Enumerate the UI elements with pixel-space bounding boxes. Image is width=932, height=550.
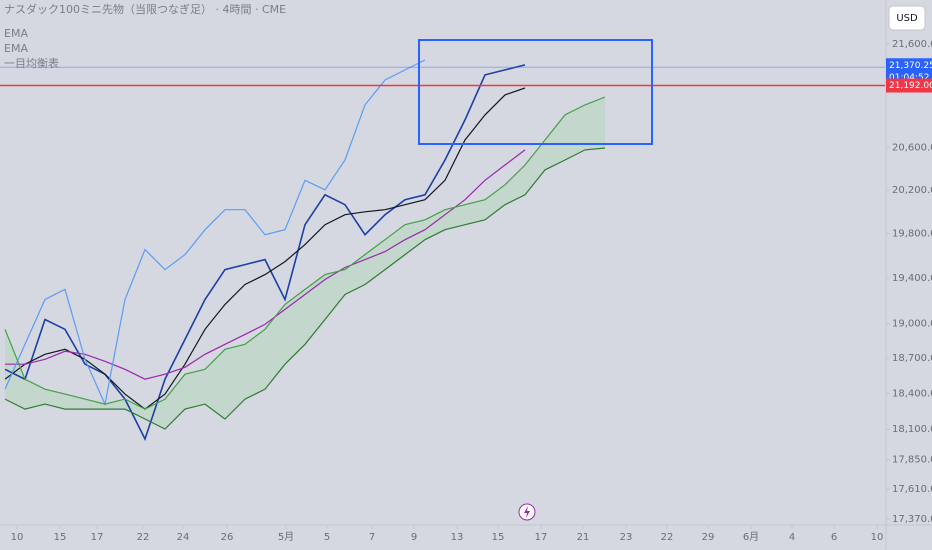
series-line	[4, 87, 526, 410]
x-tick-label: 21	[577, 532, 590, 543]
x-tick-label: 7	[369, 532, 375, 543]
x-tick-label: 13	[451, 532, 464, 543]
x-tick-label: 24	[177, 532, 190, 543]
x-tick-label: 17	[535, 532, 548, 543]
y-tick-label: 17,370.00	[892, 514, 932, 525]
legend-entry: EMA	[4, 42, 28, 55]
y-tick-label: 20,600.00	[892, 142, 932, 153]
x-tick-label: 15	[54, 532, 67, 543]
chart-title: ナスダック100ミニ先物（当限つなぎ足） · 4時間 · CME	[4, 2, 286, 16]
x-tick-label: 6月	[743, 531, 759, 543]
x-tick-label: 10	[11, 532, 24, 543]
cloud-fill	[5, 96, 605, 430]
x-tick-label: 9	[411, 532, 417, 543]
y-tick-label: 19,000.00	[892, 318, 932, 329]
y-tick-label: 19,400.00	[892, 273, 932, 284]
x-tick-label: 6	[831, 532, 837, 543]
x-tick-label: 26	[221, 532, 234, 543]
y-tick-label: 19,800.00	[892, 229, 932, 240]
currency-button[interactable]	[888, 5, 926, 31]
last-price-label: 21,370.25	[889, 61, 932, 71]
x-tick-label: 17	[91, 532, 104, 543]
alert-price-label: 21,192.00	[889, 81, 932, 91]
x-tick-label: 10	[871, 532, 884, 543]
x-tick-label: 22	[661, 532, 674, 543]
plot-area	[0, 59, 885, 442]
legend-entry: EMA	[4, 27, 28, 40]
series-line	[5, 149, 526, 380]
series-line	[4, 59, 426, 407]
y-tick-label: 17,850.00	[892, 455, 932, 466]
series-line	[4, 147, 606, 430]
countdown-label: 01:04:52	[889, 73, 929, 83]
y-tick-label: 18,100.00	[892, 424, 932, 435]
legend-entry: 一目均衡表	[4, 56, 59, 70]
series-line	[4, 96, 606, 410]
x-tick-label: 22	[137, 532, 150, 543]
y-tick-label: 18,400.00	[892, 388, 932, 399]
event-icon-bolt[interactable]	[524, 506, 530, 518]
x-tick-label: 29	[702, 532, 715, 543]
x-tick-label: 5	[324, 532, 330, 543]
x-tick-label: 5月	[278, 531, 294, 543]
y-tick-label: 18,700.00	[892, 353, 932, 364]
legend: ナスダック100ミニ先物（当限つなぎ足） · 4時間 · CME EMA EMA…	[4, 2, 286, 70]
y-tick-label: 20,200.00	[892, 185, 932, 196]
alert-price-box	[886, 78, 932, 93]
x-tick-label: 23	[620, 532, 633, 543]
series-line	[4, 64, 526, 442]
x-tick-label: 4	[789, 532, 795, 543]
drawn-rectangle	[418, 39, 653, 145]
y-tick-label: 17,610.00	[892, 484, 932, 495]
currency-label[interactable]: USD	[896, 13, 918, 24]
x-tick-label: 15	[492, 532, 505, 543]
y-tick-label: 21,600.00	[892, 39, 932, 50]
